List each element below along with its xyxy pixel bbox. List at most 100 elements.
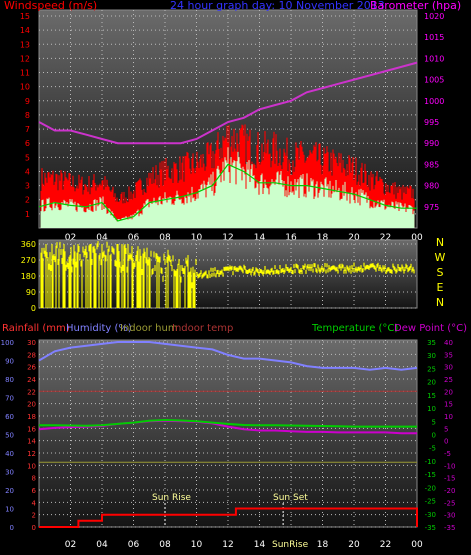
windspeed-tick-label: 14: [20, 26, 30, 35]
humidity-tick-label: 90: [5, 358, 14, 366]
windspeed-tick-label: 10: [20, 83, 30, 92]
temperature-tick-label: 5: [432, 418, 436, 426]
barometer-tick-label: 1005: [424, 76, 444, 85]
x-tick-label: 14: [254, 540, 266, 550]
x-tick-label: 12: [222, 233, 233, 243]
rainfall-tick-label: 4: [32, 499, 37, 507]
rainfall-tick-label: 24: [27, 376, 36, 384]
humidity-line: [38, 341, 418, 371]
barometer-tick-label: 1020: [424, 12, 444, 21]
wind-grid: 02 04 06 08 10 12 14 16 18 20 22 001234567891011121…: [20, 10, 444, 243]
rainfall-tick-label: 0: [32, 524, 36, 532]
windspeed-tick-label: 1: [25, 210, 30, 219]
x-tick-label: 20: [348, 540, 360, 550]
windspeed-tick-label: 15: [20, 12, 30, 21]
windspeed-tick-label: 8: [25, 111, 30, 120]
direction-tick-label: 360: [21, 240, 36, 249]
x-tick-label: 14: [254, 233, 266, 243]
temperature-tick-label: -35: [425, 524, 436, 532]
temperature-tick-label: 15: [427, 392, 436, 400]
rainfall-tick-label: 18: [27, 413, 36, 421]
direction-tick-label: 180: [21, 272, 36, 281]
dewpoint-tick-label: 30: [444, 364, 453, 372]
humidity-tick-label: 10: [5, 506, 14, 514]
temperature-grid: 0246810121416182022242628300102030405060…: [1, 339, 456, 550]
sunrise-annotation: Sun Rise: [152, 493, 191, 503]
legend-humidity: Humidity (%): [66, 323, 132, 334]
x-tick-label: 22: [380, 540, 391, 550]
legend-indoor-temp: Indoor temp: [172, 323, 233, 334]
x-tick-label: 06: [128, 233, 140, 243]
windspeed-tick-label: 11: [20, 69, 30, 78]
dewpoint-tick-label: 35: [444, 351, 453, 359]
compass-label: N: [436, 296, 444, 309]
x-tick-label: 00: [411, 540, 423, 550]
rainfall-tick-label: 22: [27, 388, 36, 396]
humidity-tick-label: 80: [5, 376, 14, 384]
temperature-tick-label: 30: [427, 352, 436, 360]
humidity-tick-label: 30: [5, 469, 14, 477]
windspeed-tick-label: 4: [25, 167, 30, 176]
windspeed-tick-label: 9: [25, 97, 30, 106]
windspeed-tick-label: 2: [25, 196, 30, 205]
x-tick-label: 04: [96, 233, 108, 243]
dewpoint-tick-label: 10: [444, 413, 453, 421]
temperature-tick-label: -10: [425, 458, 436, 466]
windspeed-axis-label: Windspeed (m/s): [4, 0, 97, 12]
temperature-tick-label: 20: [427, 379, 436, 387]
temperature-tick-label: -15: [425, 471, 436, 479]
windspeed-tick-label: 13: [20, 40, 30, 49]
compass-label: W: [435, 251, 446, 264]
windspeed-tick-label: 12: [20, 54, 30, 63]
x-tick-label: 20: [348, 233, 360, 243]
x-tick-label: 10: [191, 540, 203, 550]
barometer-axis-label: Barometer (hpa): [370, 0, 461, 12]
temperature-panel: [38, 339, 418, 528]
legend-dewpoint: Dew Point (°C): [394, 323, 467, 334]
x-tick-label: 22: [380, 233, 391, 243]
rainfall-tick-label: 2: [32, 512, 36, 520]
sunrise-annotation-2: SunRise: [272, 540, 309, 550]
compass-label: E: [437, 281, 444, 294]
legend-rainfall: Rainfall (mm): [2, 323, 70, 334]
temperature-tick-label: -30: [425, 511, 436, 519]
dewpoint-tick-label: 25: [444, 376, 453, 384]
rainfall-tick-label: 14: [27, 438, 36, 446]
x-tick-label: 12: [222, 540, 233, 550]
dewpoint-tick-label: 0: [444, 438, 448, 446]
rainfall-tick-label: 16: [27, 425, 36, 433]
rainfall-tick-label: 26: [27, 364, 36, 372]
humidity-tick-label: 40: [5, 450, 14, 458]
rainfall-line: [39, 507, 418, 528]
x-tick-label: 18: [317, 540, 329, 550]
legend-indoor-hum: Indoor hum: [120, 323, 178, 334]
dewpoint-tick-label: 5: [444, 425, 448, 433]
humidity-tick-label: 0: [10, 524, 14, 532]
barometer-tick-label: 985: [424, 160, 439, 169]
x-tick-label: 08: [159, 540, 171, 550]
temperature-marks: [38, 341, 418, 528]
x-tick-label: 04: [96, 540, 108, 550]
rainfall-tick-label: 20: [27, 401, 36, 409]
dewpoint-tick-label: -30: [444, 512, 455, 520]
temperature-tick-label: 0: [432, 432, 436, 440]
barometer-tick-label: 1015: [424, 33, 444, 42]
barometer-tick-label: 975: [424, 203, 439, 212]
dewpoint-tick-label: 15: [444, 401, 453, 409]
barometer-tick-label: 980: [424, 182, 439, 191]
barometer-line: [38, 61, 418, 145]
rainfall-tick-label: 10: [27, 462, 36, 470]
rainfall-tick-label: 30: [27, 339, 36, 347]
direction-tick-label: 270: [21, 256, 36, 265]
x-tick-label: 00: [411, 233, 423, 243]
wind-average-line: [38, 163, 417, 222]
windspeed-tick-label: 5: [25, 153, 30, 162]
temperature-line: [39, 418, 417, 428]
humidity-tick-label: 100: [1, 339, 14, 347]
rainfall-tick-label: 28: [27, 351, 36, 359]
direction-tick-label: 90: [26, 288, 36, 297]
x-tick-label: 08: [159, 233, 171, 243]
humidity-tick-label: 20: [5, 487, 14, 495]
x-tick-label: 06: [128, 540, 140, 550]
